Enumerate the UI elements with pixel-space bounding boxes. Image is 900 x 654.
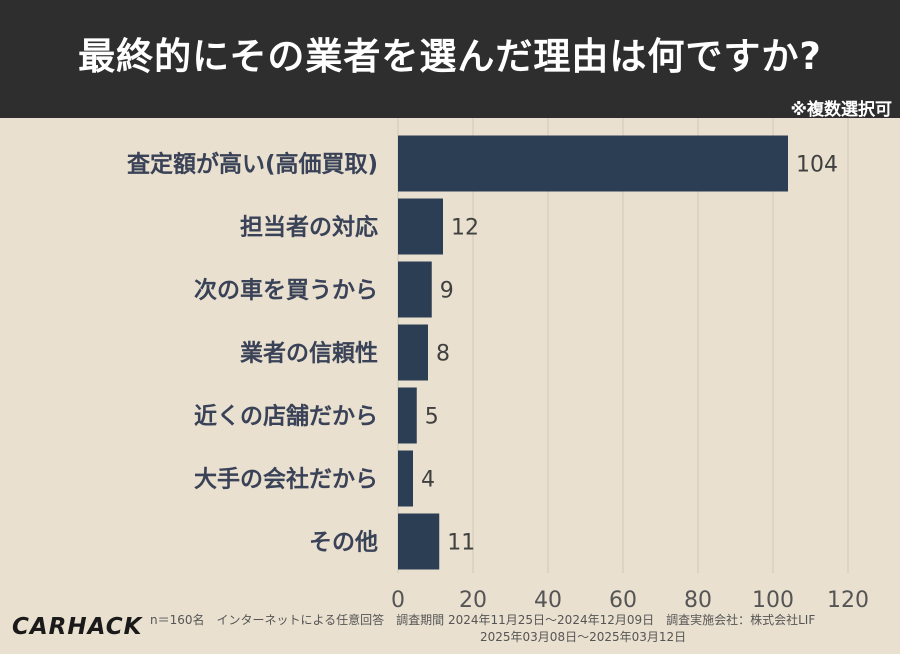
value-label: 11 <box>447 531 475 556</box>
bar-chart: 査定額が高い(高価買取) 担当者の対応次の車を買うから業者の信頼性近くの店舗だから… <box>127 118 869 612</box>
x-tick-label: 40 <box>534 588 562 612</box>
grid-lines <box>397 118 849 573</box>
chart-title: 最終的にその業者を選んだ理由は何ですか? <box>78 35 822 78</box>
bar <box>398 513 440 570</box>
category-label: その他 <box>309 530 378 556</box>
footnote-line-1: n＝160名 インターネットによる任意回答 調査期間 2024年11月25日～2… <box>150 613 816 627</box>
category-label: 次の車を買うから <box>194 277 378 304</box>
x-tick-label: 60 <box>609 588 637 612</box>
header-bar: 最終的にその業者を選んだ理由は何ですか? ※複数選択可 <box>0 0 900 120</box>
bar <box>398 387 417 444</box>
bar <box>398 198 443 255</box>
x-tick-label: 20 <box>459 588 487 612</box>
value-label: 104 <box>796 153 838 178</box>
value-label: 4 <box>421 468 435 493</box>
bar <box>398 135 788 192</box>
value-label: 12 <box>451 216 479 241</box>
x-tick-labels: 0 20 40 60 80 100 120 <box>391 588 869 612</box>
value-label: 8 <box>436 342 450 367</box>
category-label: 業者の信頼性 <box>239 340 378 367</box>
x-tick-label: 0 <box>391 588 405 612</box>
bars <box>398 135 788 570</box>
category-label: 大手の会社だから <box>194 466 378 493</box>
value-label: 9 <box>440 279 454 304</box>
footnote-line-2: 2025年03月08日～2025年03月12日 <box>480 630 687 644</box>
bar <box>398 450 413 507</box>
carhack-logo: CARHACK <box>12 614 143 640</box>
category-label: 近くの店舗だから <box>194 404 378 430</box>
bar <box>398 261 432 318</box>
x-tick-label: 120 <box>827 588 869 612</box>
category-label: 担当者の対応 <box>240 214 378 241</box>
value-label: 5 <box>425 405 439 430</box>
survey-footnote: n＝160名 インターネットによる任意回答 調査期間 2024年11月25日～2… <box>150 612 890 646</box>
x-tick-label: 80 <box>684 588 712 612</box>
category-label: 査定額が高い(高価買取) <box>127 151 378 178</box>
multiple-choice-note: ※複数選択可 <box>790 100 892 120</box>
value-labels: 104 12 9 8 5 4 11 <box>421 153 838 556</box>
x-tick-label: 100 <box>752 588 794 612</box>
bar <box>398 324 428 381</box>
category-labels: 査定額が高い(高価買取) 担当者の対応次の車を買うから業者の信頼性近くの店舗だから… <box>127 151 378 556</box>
